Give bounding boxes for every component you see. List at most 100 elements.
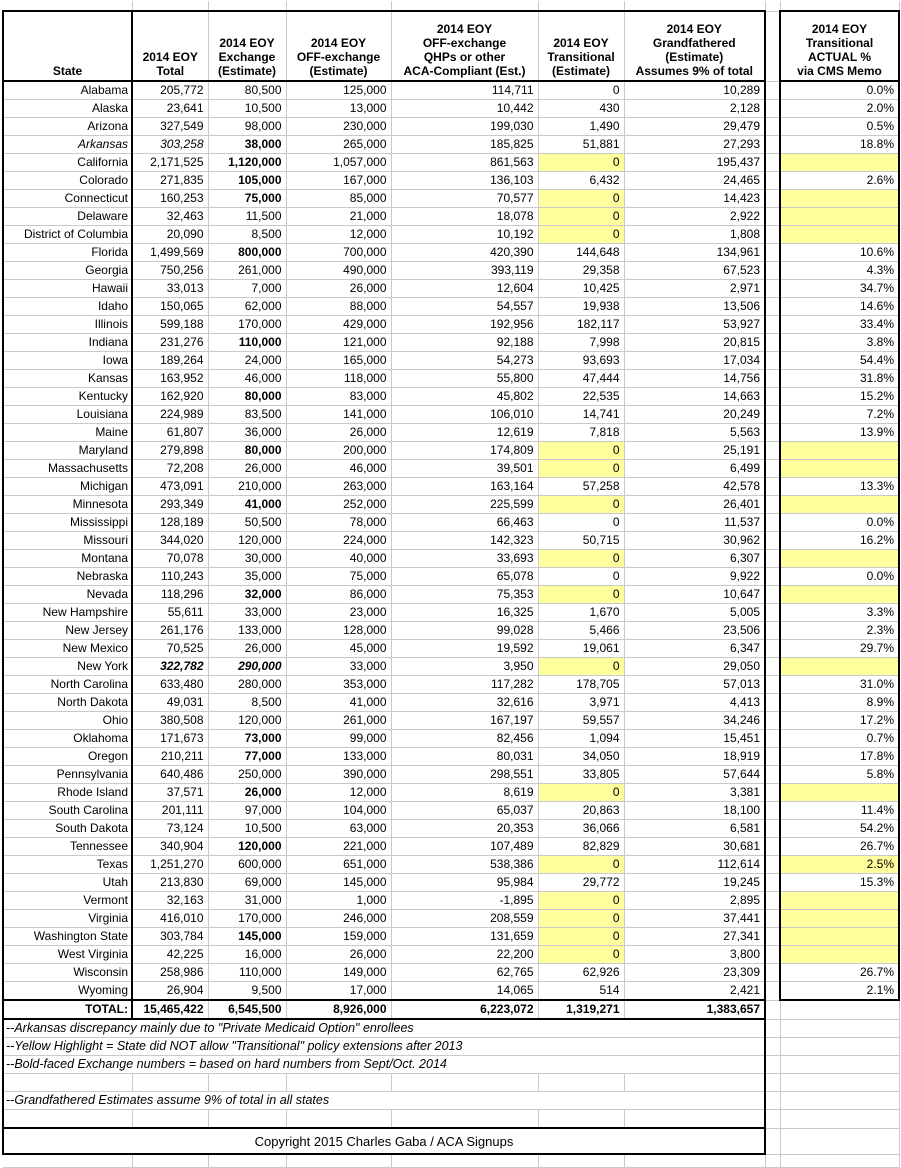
cell-state: Wisconsin	[2, 963, 133, 982]
cell-trans: 36,066	[538, 819, 625, 838]
cell-state: New York	[2, 657, 133, 676]
cell-qhp: 12,604	[391, 279, 539, 298]
cell-exchange: 73,000	[208, 729, 287, 748]
gap-cell	[765, 99, 781, 118]
cell-total: 1,251,270	[132, 855, 209, 874]
cell-off: 86,000	[286, 585, 392, 604]
cell-qhp: 10,442	[391, 99, 539, 118]
cell-pct: 5.8%	[779, 765, 900, 784]
table-row: Arkansas 303,258 38,000 265,000 185,825 51,88…	[2, 135, 900, 154]
cell-off: 159,000	[286, 927, 392, 946]
cell-grand: 14,423	[624, 189, 766, 208]
footnote-row	[2, 1109, 900, 1129]
cell-exchange: 800,000	[208, 243, 287, 262]
empty-cell	[286, 1073, 392, 1092]
cell-pct	[779, 441, 900, 460]
cell-qhp: 82,456	[391, 729, 539, 748]
cell-grand: 6,581	[624, 819, 766, 838]
cell-total: 327,549	[132, 117, 209, 136]
total-row: TOTAL: 15,465,422 6,545,500 8,926,000 6,…	[2, 999, 900, 1020]
cell-total: 110,243	[132, 567, 209, 586]
empty-cell	[132, 1073, 209, 1092]
cell-off: 45,000	[286, 639, 392, 658]
empty-cell	[780, 1055, 900, 1074]
cell-state: Arkansas	[2, 135, 133, 154]
gap-cell	[765, 405, 781, 424]
cell-pct: 0.0%	[779, 513, 900, 532]
gap-cell	[765, 153, 781, 172]
footnote-text: --Yellow Highlight = State did NOT allow…	[2, 1037, 766, 1056]
cell-grand: 5,563	[624, 423, 766, 442]
cell-exchange: 145,000	[208, 927, 287, 946]
cell-grand: 4,413	[624, 693, 766, 712]
cell-exchange: 1,120,000	[208, 153, 287, 172]
cell-grand: 2,971	[624, 279, 766, 298]
cell-pct: 17.2%	[779, 711, 900, 730]
total-qhp: 6,223,072	[391, 999, 539, 1020]
cell-exchange: 26,000	[208, 783, 287, 802]
cell-trans: 0	[538, 225, 625, 244]
cell-exchange: 280,000	[208, 675, 287, 694]
cell-off: 1,057,000	[286, 153, 392, 172]
empty-cell	[780, 1128, 900, 1155]
cell-trans: 57,258	[538, 477, 625, 496]
empty-cell	[208, 1073, 287, 1092]
cell-trans: 0	[538, 81, 625, 100]
cell-qhp: 185,825	[391, 135, 539, 154]
footnote-row: --Yellow Highlight = State did NOT allow…	[2, 1037, 900, 1056]
cell-off: 13,000	[286, 99, 392, 118]
gap-cell	[765, 11, 781, 82]
cell-state: Colorado	[2, 171, 133, 190]
gap-cell	[765, 117, 781, 136]
cell-exchange: 80,000	[208, 387, 287, 406]
table-row: California 2,171,525 1,120,000 1,057,000 861…	[2, 153, 900, 172]
cell-state: Hawaii	[2, 279, 133, 298]
cell-pct	[779, 225, 900, 244]
cell-qhp: 114,711	[391, 81, 539, 100]
cell-grand: 6,307	[624, 549, 766, 568]
cell-qhp: 32,616	[391, 693, 539, 712]
cell-total: 473,091	[132, 477, 209, 496]
cell-trans: 29,358	[538, 261, 625, 280]
cell-trans: 51,881	[538, 135, 625, 154]
cell-qhp: 75,353	[391, 585, 539, 604]
cell-grand: 20,815	[624, 333, 766, 352]
gap-cell	[765, 675, 781, 694]
empty-cell	[780, 1019, 900, 1038]
table-row: Wyoming 26,904 9,500 17,000 14,065 514 2,421 2.…	[2, 981, 900, 1001]
cell-total: 171,673	[132, 729, 209, 748]
cell-total: 150,065	[132, 297, 209, 316]
cell-qhp: 538,386	[391, 855, 539, 874]
col-header-exchange: 2014 EOY Exchange (Estimate)	[208, 10, 287, 82]
empty-cell	[538, 1109, 625, 1129]
cell-grand: 30,681	[624, 837, 766, 856]
cell-state: Florida	[2, 243, 133, 262]
footnote-row: --Bold-faced Exchange numbers = based on…	[2, 1055, 900, 1074]
cell-off: 133,000	[286, 747, 392, 766]
cell-trans: 33,805	[538, 765, 625, 784]
table-row: West Virginia 42,225 16,000 26,000 22,200 0 3,…	[2, 945, 900, 964]
cell-qhp: 65,037	[391, 801, 539, 820]
cell-exchange: 36,000	[208, 423, 287, 442]
empty-cell	[208, 1109, 287, 1129]
cell-qhp: 298,551	[391, 765, 539, 784]
cell-qhp: 22,200	[391, 945, 539, 964]
cell-qhp: 10,192	[391, 225, 539, 244]
cell-total: 261,176	[132, 621, 209, 640]
cell-trans: 22,535	[538, 387, 625, 406]
cell-qhp: 55,800	[391, 369, 539, 388]
cell-qhp: 8,619	[391, 783, 539, 802]
cell-state: Wyoming	[2, 981, 133, 1001]
cell-qhp: 99,028	[391, 621, 539, 640]
cell-exchange: 80,500	[208, 81, 287, 100]
cell-off: 78,000	[286, 513, 392, 532]
gap-cell	[765, 333, 781, 352]
cell-total: 416,010	[132, 909, 209, 928]
cell-pct	[779, 153, 900, 172]
cell-pct: 8.9%	[779, 693, 900, 712]
cell-grand: 27,341	[624, 927, 766, 946]
cell-state: Oklahoma	[2, 729, 133, 748]
table-row: Nevada 118,296 32,000 86,000 75,353 0 10,647	[2, 585, 900, 604]
cell-trans: 47,444	[538, 369, 625, 388]
cell-trans: 0	[538, 585, 625, 604]
